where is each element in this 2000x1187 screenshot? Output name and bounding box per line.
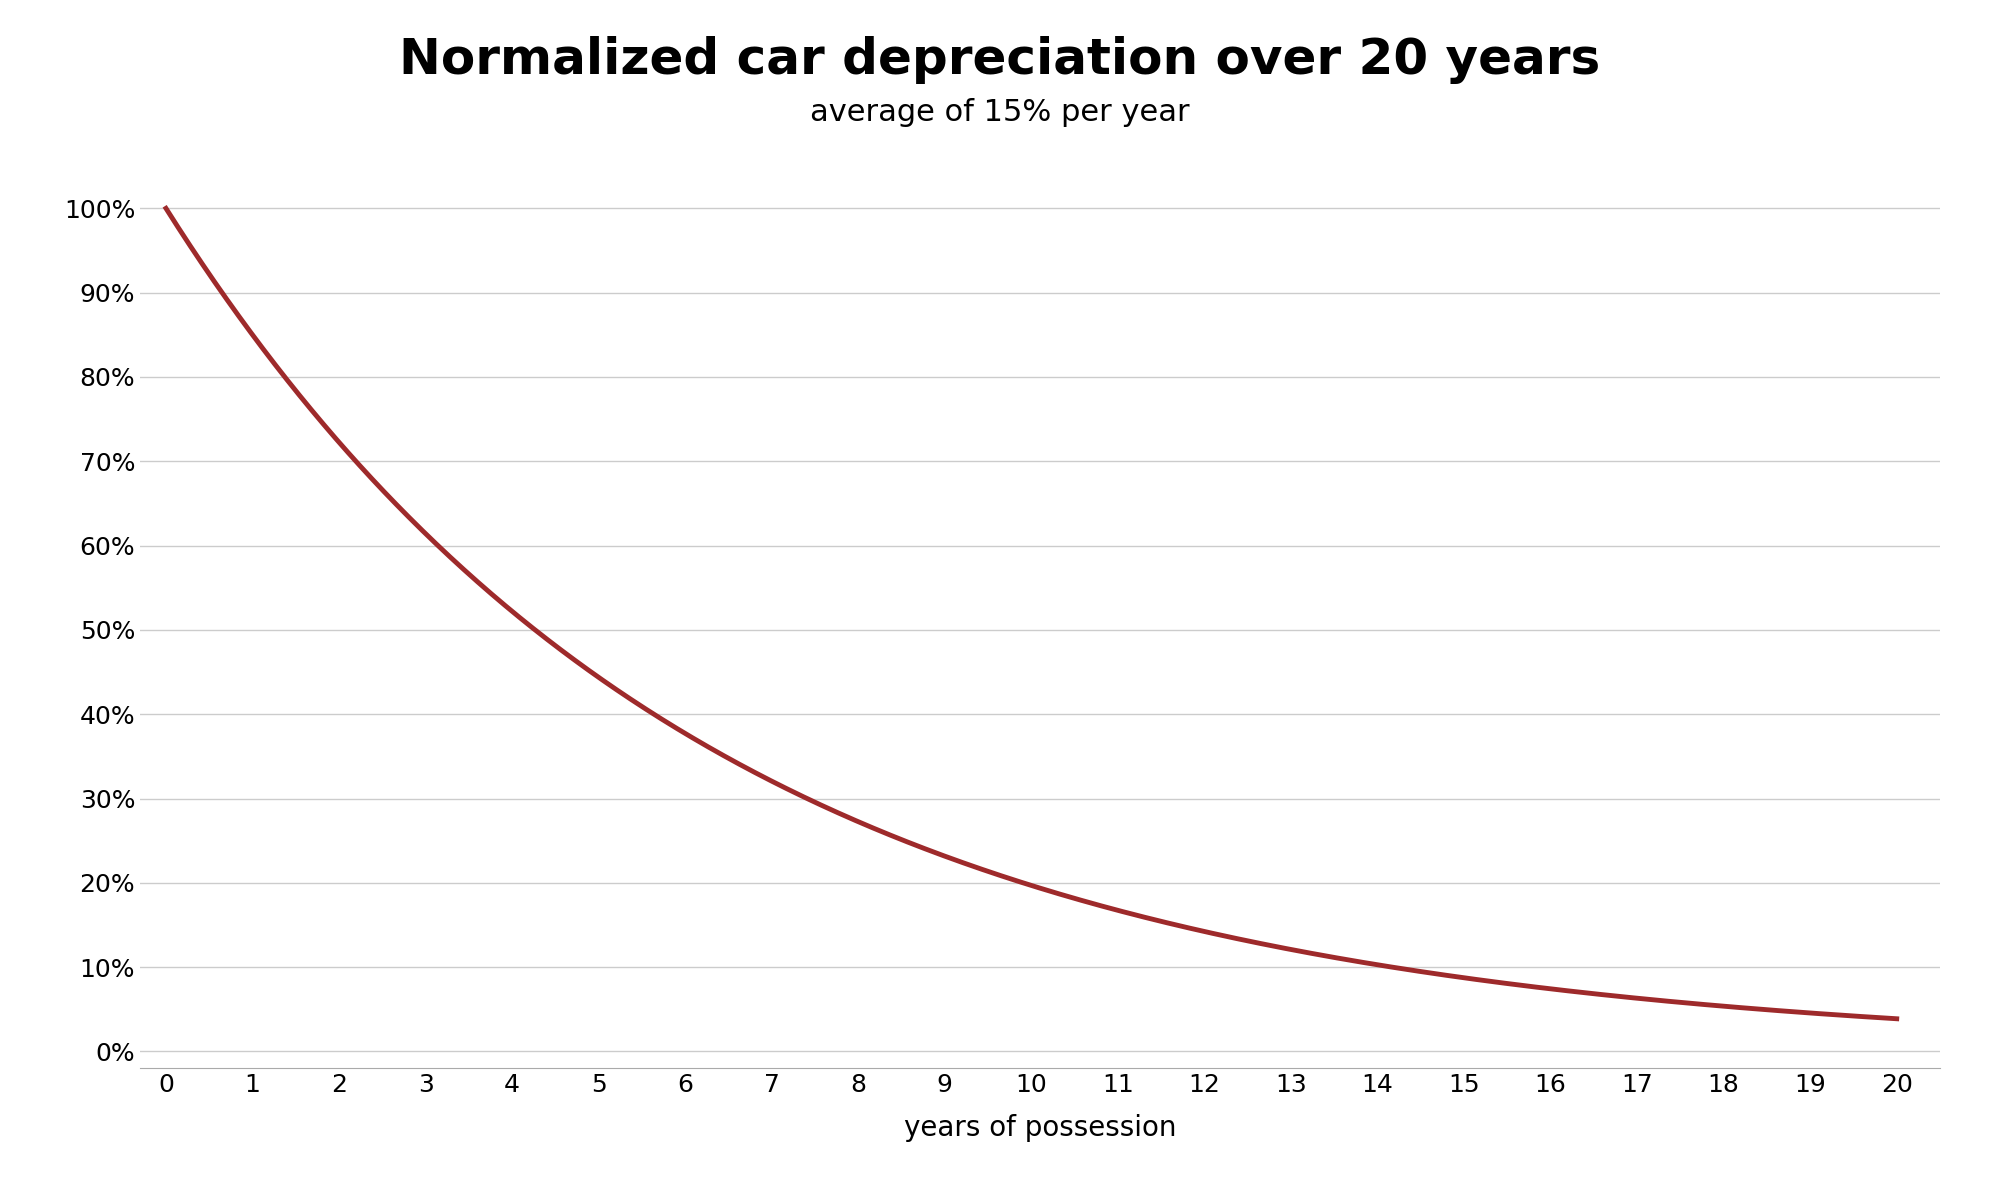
Text: Normalized car depreciation over 20 years: Normalized car depreciation over 20 year…: [400, 36, 1600, 83]
X-axis label: years of possession: years of possession: [904, 1113, 1176, 1142]
Text: average of 15% per year: average of 15% per year: [810, 99, 1190, 127]
